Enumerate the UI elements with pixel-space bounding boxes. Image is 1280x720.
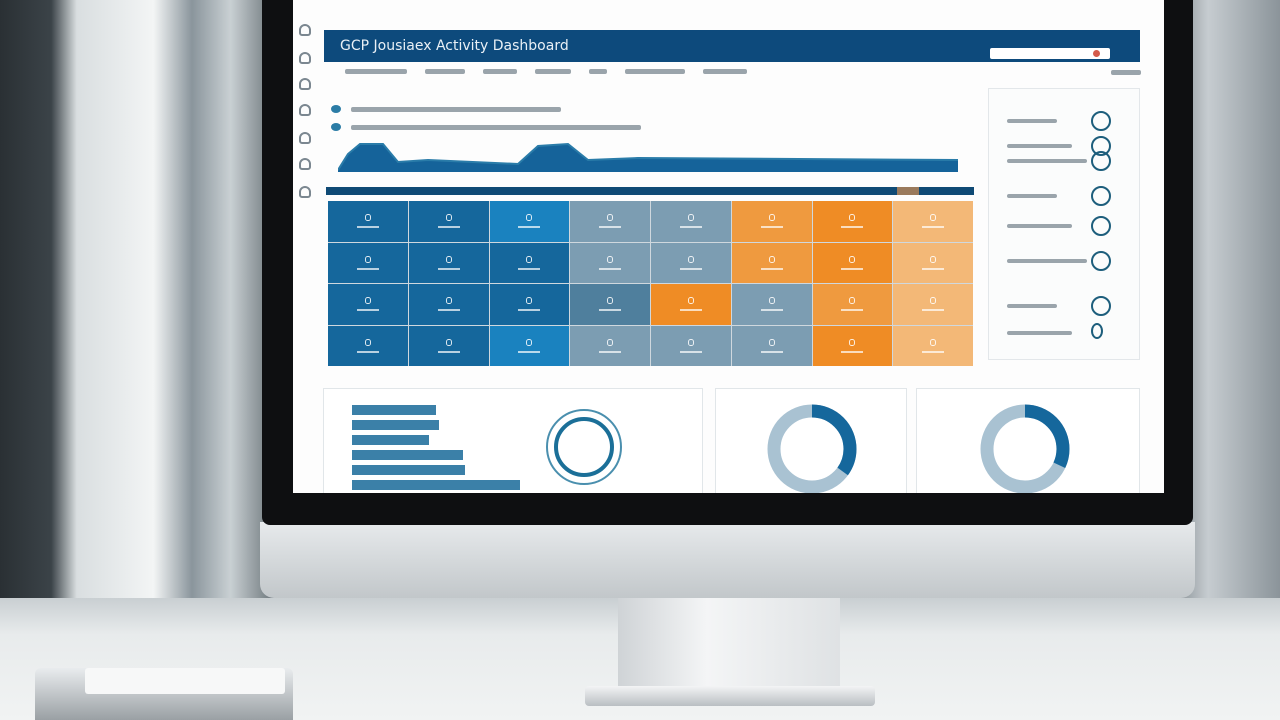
heatmap-cell[interactable] xyxy=(812,242,893,283)
progress-ring xyxy=(1091,251,1111,271)
heatmap-cell[interactable] xyxy=(812,284,893,325)
bar[interactable] xyxy=(352,465,465,475)
user-icon[interactable] xyxy=(299,78,311,90)
metric-label xyxy=(1007,259,1087,263)
heatmap-cell[interactable] xyxy=(570,201,650,242)
heatmap-cell[interactable] xyxy=(489,242,570,283)
metric-label xyxy=(1007,144,1072,148)
heatmap-cell[interactable] xyxy=(570,325,650,366)
donut-card xyxy=(916,388,1140,493)
metric-label xyxy=(1007,119,1057,123)
heatmap-cell[interactable] xyxy=(489,284,570,325)
tab[interactable] xyxy=(625,69,685,74)
monitor-stand xyxy=(618,596,840,691)
metric-label xyxy=(1007,331,1072,335)
progress-ring xyxy=(1091,111,1111,131)
heatmap-header xyxy=(326,187,974,195)
heatmap-cell[interactable] xyxy=(408,242,489,283)
legend-dot xyxy=(331,123,341,131)
heatmap-cell[interactable] xyxy=(489,201,570,242)
heatmap-cell[interactable] xyxy=(651,325,731,366)
heatmap xyxy=(328,201,973,366)
tab[interactable] xyxy=(703,69,747,74)
heatmap-cell[interactable] xyxy=(328,284,408,325)
user-icon[interactable] xyxy=(299,186,311,198)
heatmap-cell[interactable] xyxy=(408,284,489,325)
sidebar xyxy=(293,0,319,493)
tab[interactable] xyxy=(535,69,571,74)
heatmap-cell[interactable] xyxy=(731,284,812,325)
heatmap-cell[interactable] xyxy=(651,201,731,242)
heatmap-cell[interactable] xyxy=(651,242,731,283)
area-series xyxy=(338,144,958,172)
heatmap-cell[interactable] xyxy=(893,284,973,325)
metric-label xyxy=(1007,159,1087,163)
heatmap-cell[interactable] xyxy=(893,201,973,242)
legend-text xyxy=(351,125,641,130)
heatmap-cell[interactable] xyxy=(893,242,973,283)
user-icon[interactable] xyxy=(299,104,311,116)
bar-chart-card xyxy=(323,388,703,493)
progress-ring xyxy=(1091,151,1111,171)
heatmap-cell[interactable] xyxy=(731,325,812,366)
bar[interactable] xyxy=(352,420,440,430)
legend-dot xyxy=(331,105,341,113)
tab[interactable] xyxy=(345,69,407,74)
bar[interactable] xyxy=(352,480,520,490)
heatmap-cell[interactable] xyxy=(570,242,650,283)
search-input[interactable] xyxy=(990,48,1110,59)
heatmap-cell[interactable] xyxy=(328,242,408,283)
heatmap-cell[interactable] xyxy=(893,325,973,366)
heatmap-cell[interactable] xyxy=(731,242,812,283)
page-title: GCP Jousiaex Activity Dashboard xyxy=(340,38,569,54)
user-icon[interactable] xyxy=(299,132,311,144)
heatmap-cell[interactable] xyxy=(570,284,650,325)
metric-label xyxy=(1007,304,1057,308)
monitor-screen: GCP Jousiaex Activity Dashboard xyxy=(293,0,1164,493)
heatmap-cell[interactable] xyxy=(812,201,893,242)
heatmap-cell[interactable] xyxy=(651,284,731,325)
clear-icon[interactable] xyxy=(1093,50,1100,57)
user-icon[interactable] xyxy=(299,24,311,36)
header-bar: GCP Jousiaex Activity Dashboard xyxy=(324,30,1140,62)
heatmap-cell[interactable] xyxy=(812,325,893,366)
bar[interactable] xyxy=(352,405,436,415)
progress-ring xyxy=(1091,323,1103,339)
heatmap-cell[interactable] xyxy=(731,201,812,242)
donut-slice xyxy=(767,404,857,493)
heatmap-cell[interactable] xyxy=(489,325,570,366)
monitor-chin xyxy=(260,522,1195,598)
donut-chart xyxy=(767,404,857,493)
nav-tabs xyxy=(345,69,747,74)
progress-ring xyxy=(1091,216,1111,236)
monitor-base xyxy=(585,686,875,706)
donut-card xyxy=(715,388,907,493)
user-icon[interactable] xyxy=(299,158,311,170)
ring-chart xyxy=(546,409,622,485)
status-text xyxy=(1111,70,1141,75)
user-icon[interactable] xyxy=(299,52,311,64)
desk-device xyxy=(35,668,293,720)
progress-ring xyxy=(1091,296,1111,316)
donut-chart xyxy=(980,404,1070,493)
legend-text xyxy=(351,107,561,112)
donut-slice xyxy=(980,404,1070,493)
progress-ring xyxy=(1091,186,1111,206)
line-series xyxy=(338,142,958,171)
right-panel xyxy=(988,88,1140,360)
line-chart xyxy=(338,142,958,172)
tab[interactable] xyxy=(425,69,465,74)
tab[interactable] xyxy=(589,69,607,74)
heatmap-cell[interactable] xyxy=(328,325,408,366)
heatmap-cell[interactable] xyxy=(408,325,489,366)
tab[interactable] xyxy=(483,69,517,74)
metric-label xyxy=(1007,194,1057,198)
metric-label xyxy=(1007,224,1072,228)
bar[interactable] xyxy=(352,450,463,460)
heatmap-cell[interactable] xyxy=(328,201,408,242)
heatmap-cell[interactable] xyxy=(408,201,489,242)
bar[interactable] xyxy=(352,435,430,445)
